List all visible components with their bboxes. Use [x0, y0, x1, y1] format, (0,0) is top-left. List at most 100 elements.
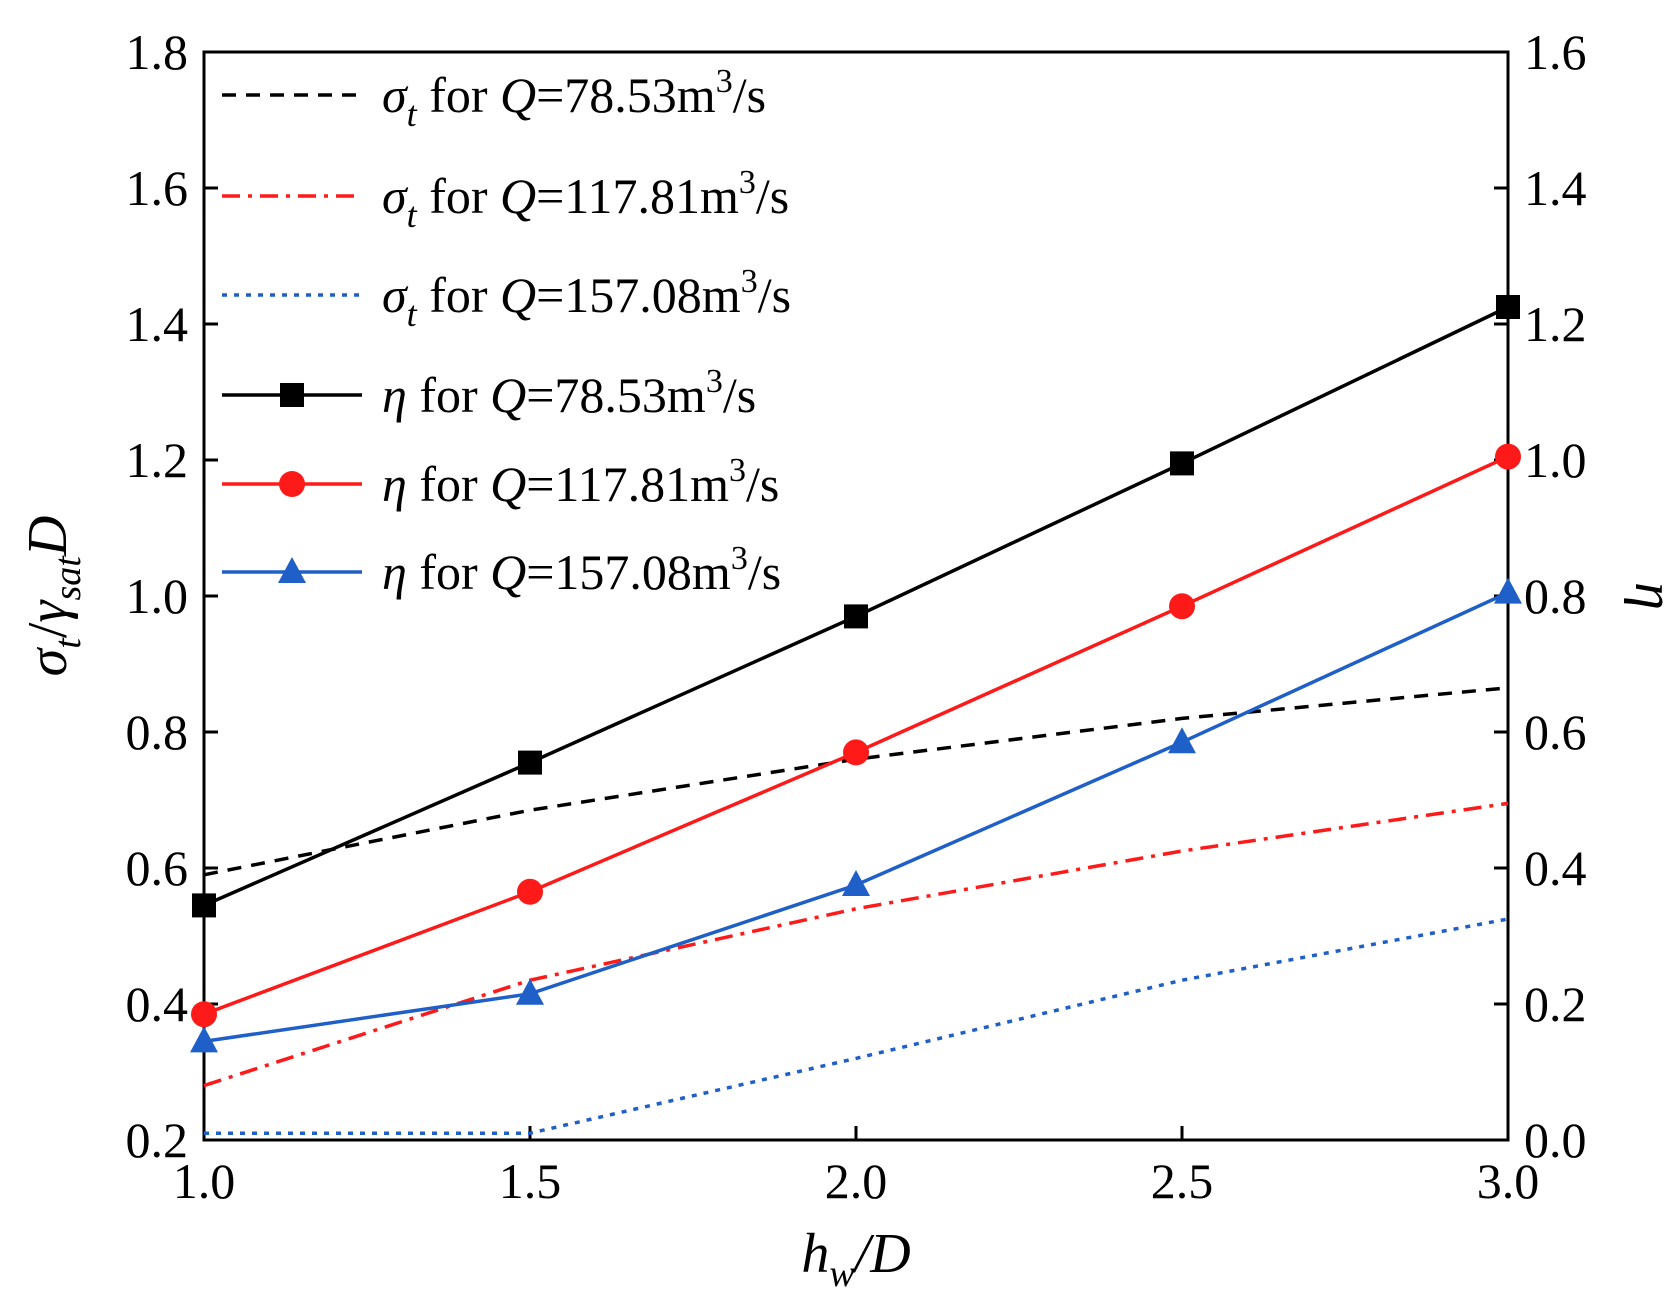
y-left-tick-label: 1.2	[126, 432, 189, 488]
legend-value: =157.08m	[536, 267, 741, 323]
data-point	[1170, 451, 1194, 476]
legend-unit-exp: 3	[716, 63, 733, 100]
y-left-tick-label: 1.8	[126, 24, 189, 80]
y-right-tick-label: 1.2	[1524, 296, 1587, 352]
x-tick-label: 3.0	[1477, 1153, 1540, 1209]
series-line	[203, 591, 1509, 1044]
legend-symbol: σ	[382, 67, 409, 123]
x-tick-label: 1.0	[173, 1153, 236, 1209]
legend-unit-exp: 3	[729, 452, 746, 489]
legend-value: =117.81m	[526, 456, 729, 512]
y-left-tick-label: 1.0	[126, 568, 189, 624]
x-axis-title-h: h	[801, 1223, 829, 1285]
y-left-tick-label: 1.4	[126, 296, 189, 352]
legend-item: σt for Q=117.81m3/s	[222, 164, 789, 235]
y-right-tick-label: 1.4	[1524, 160, 1587, 216]
legend-q: Q	[500, 267, 536, 323]
y-left-axis-title-group: σt/γsatD	[17, 516, 89, 677]
data-point	[1494, 577, 1522, 604]
legend-symbol-sub: t	[407, 294, 418, 334]
x-tick-label: 1.5	[499, 1153, 562, 1209]
data-point	[844, 604, 868, 629]
legend-unit-s: /s	[733, 67, 766, 123]
legend-unit-s: /s	[756, 168, 789, 224]
data-point	[1495, 443, 1521, 470]
legend-q: Q	[490, 367, 526, 423]
legend-unit-s: /s	[723, 367, 756, 423]
y-right-tick-label: 0.4	[1524, 840, 1587, 896]
y-right-tick-label: 0.2	[1524, 976, 1587, 1032]
data-point	[1496, 295, 1520, 319]
y-left-tick-label: 0.6	[126, 840, 189, 896]
legend-swatch-marker	[279, 471, 305, 497]
legend-item: η for Q=117.81m3/s	[222, 452, 779, 512]
legend-item: σt for Q=157.08m3/s	[222, 263, 791, 334]
data-point	[516, 978, 544, 1005]
legend-swatch-marker	[278, 557, 306, 583]
legend-q: Q	[500, 168, 536, 224]
y-left-title-gamma: γ	[17, 599, 79, 623]
legend-symbol: η	[382, 544, 407, 600]
legend-label: σt for Q=117.81m3/s	[382, 164, 789, 235]
data-point	[192, 893, 216, 918]
legend-unit-s: /s	[758, 267, 791, 323]
series-3	[192, 295, 1520, 918]
legend-unit-exp: 3	[731, 540, 748, 577]
series-line	[203, 801, 1509, 1088]
legend-for: for	[417, 67, 500, 123]
legend-unit-exp: 3	[706, 363, 723, 400]
y-left-title-sub-t: t	[47, 637, 89, 649]
legend-q: Q	[500, 67, 536, 123]
series-0	[203, 686, 1509, 877]
y-right-tick-label: 1.0	[1524, 432, 1587, 488]
y-right-axis-title: η	[1623, 582, 1670, 610]
legend-symbol: σ	[382, 168, 409, 224]
legend-item: σt for Q=78.53m3/s	[222, 63, 766, 134]
x-tick-label: 2.0	[825, 1153, 888, 1209]
legend-q: Q	[490, 544, 526, 600]
y-right-tick-label: 0.6	[1524, 704, 1587, 760]
y-left-tick-label: 0.2	[126, 1112, 189, 1168]
data-point	[190, 1026, 218, 1053]
legend-label: σt for Q=157.08m3/s	[382, 263, 791, 334]
y-right-tick-label: 1.6	[1524, 24, 1587, 80]
data-point	[842, 870, 870, 896]
legend-unit-exp: 3	[739, 164, 756, 201]
legend-unit-exp: 3	[741, 263, 758, 300]
legend-label: η for Q=157.08m3/s	[382, 540, 781, 600]
y-left-tick-label: 0.4	[126, 976, 189, 1032]
x-axis-title-rest: /D	[852, 1223, 911, 1285]
series-5	[190, 577, 1522, 1053]
y-left-axis-title: σt/γsatD	[17, 516, 89, 677]
x-axis-title-sub: w	[829, 1253, 855, 1295]
legend-for: for	[417, 267, 500, 323]
y-right-axis-title-group: η	[1623, 582, 1670, 610]
y-left-tick-label: 0.8	[126, 704, 189, 760]
legend-unit-s: /s	[748, 544, 781, 600]
legend-symbol: η	[382, 367, 407, 423]
legend-symbol-sub: t	[407, 195, 418, 235]
legend-for: for	[407, 456, 490, 512]
series-line	[203, 686, 1509, 877]
data-point	[1169, 593, 1195, 620]
x-tick-label: 2.5	[1151, 1153, 1214, 1209]
legend-unit-s: /s	[746, 456, 779, 512]
legend-value: =78.53m	[536, 67, 716, 123]
legend-symbol-sub: t	[407, 94, 418, 134]
legend-for: for	[407, 367, 490, 423]
legend-value: =78.53m	[526, 367, 706, 423]
x-axis-title: hw/D	[801, 1223, 910, 1295]
series-line	[203, 455, 1509, 1016]
legend-item: η for Q=157.08m3/s	[222, 540, 781, 600]
series-1	[203, 801, 1509, 1088]
series-4	[191, 443, 1521, 1028]
legend-item: η for Q=78.53m3/s	[222, 363, 756, 423]
data-point	[517, 878, 543, 905]
legend-symbol: σ	[382, 267, 409, 323]
y-left-title-sigma: σ	[17, 646, 79, 676]
legend-for: for	[407, 544, 490, 600]
legend-label: σt for Q=78.53m3/s	[382, 63, 766, 134]
data-point	[843, 739, 869, 766]
data-point	[518, 750, 542, 775]
